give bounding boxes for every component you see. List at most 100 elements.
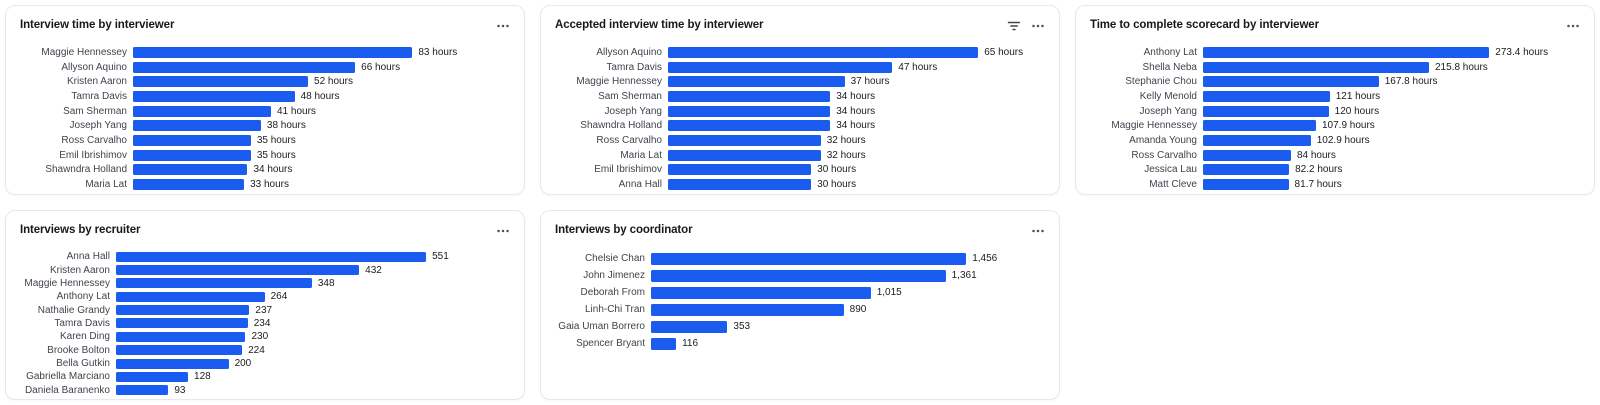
bar[interactable]: [133, 149, 251, 161]
bar-value-label: 890: [849, 304, 867, 315]
bar-track: 432: [116, 265, 510, 276]
bar-track: 128: [116, 371, 510, 382]
bar-value-label: 33 hours: [250, 179, 289, 191]
bar-track: 353: [651, 320, 1045, 333]
card-header: Interviews by coordinator: [555, 223, 1045, 238]
bar-row: Stephanie Chou 167.8 hours: [1090, 74, 1580, 89]
bar-row: Maria Lat 33 hours: [20, 177, 510, 192]
bar-track: 121 hours: [1203, 90, 1580, 102]
bar[interactable]: [116, 385, 169, 396]
bar-row: Allyson Aquino 66 hours: [20, 60, 510, 75]
bar[interactable]: [133, 61, 356, 73]
bar[interactable]: [1203, 46, 1490, 58]
filter-icon[interactable]: [1007, 19, 1021, 33]
bar[interactable]: [116, 358, 229, 369]
bar-row: Shawndra Holland 34 hours: [20, 163, 510, 178]
header-icons: [1007, 19, 1045, 33]
bar[interactable]: [133, 76, 309, 88]
bar-category-label: Anna Hall: [618, 179, 662, 191]
bar[interactable]: [651, 320, 728, 333]
bar[interactable]: [1203, 105, 1329, 117]
bar-value-label: 237: [255, 304, 273, 316]
bar[interactable]: [1203, 149, 1291, 161]
header-icons: [496, 19, 510, 33]
bar-track: 52 hours: [133, 76, 510, 88]
bar[interactable]: [116, 371, 189, 382]
bar-value-label: 273.4 hours: [1495, 46, 1549, 58]
bar[interactable]: [116, 278, 312, 289]
bar-category-label: Anna Hall: [66, 251, 110, 263]
bar-row: Nathalie Grandy 237: [20, 303, 510, 316]
bar[interactable]: [668, 179, 812, 191]
chart-title: Interviews by recruiter: [20, 224, 141, 236]
bar[interactable]: [668, 76, 845, 88]
bar[interactable]: [668, 134, 821, 146]
bar-row: Emil Ibrishimov 35 hours: [20, 148, 510, 163]
bar[interactable]: [668, 90, 831, 102]
bar[interactable]: [116, 318, 248, 329]
bar-value-label: 35 hours: [256, 149, 296, 161]
bar[interactable]: [116, 265, 360, 276]
bar[interactable]: [133, 164, 248, 176]
bar[interactable]: [116, 331, 246, 342]
bar[interactable]: [651, 286, 871, 299]
bar[interactable]: [1203, 76, 1379, 88]
bar[interactable]: [651, 337, 677, 350]
bar[interactable]: [133, 90, 295, 102]
bar[interactable]: [133, 46, 413, 58]
more-menu-icon[interactable]: [496, 19, 510, 33]
more-menu-icon[interactable]: [1031, 224, 1045, 238]
bar[interactable]: [133, 120, 261, 132]
bar[interactable]: [668, 105, 831, 117]
bar[interactable]: [668, 61, 893, 73]
bar-row: Anthony Lat 273.4 hours: [1090, 45, 1580, 60]
bar[interactable]: [1203, 90, 1330, 102]
bar[interactable]: [116, 345, 243, 356]
bar-value-label: 1,361: [951, 270, 977, 281]
bar-row: Tamra Davis 234: [20, 317, 510, 330]
bar-track: 200: [116, 358, 510, 369]
bar[interactable]: [116, 251, 427, 262]
more-menu-icon[interactable]: [496, 224, 510, 238]
bar-category-label: Kristen Aaron: [49, 264, 110, 276]
bar[interactable]: [133, 179, 245, 191]
bar-track: 84 hours: [1203, 149, 1580, 161]
bar-row: Gabriella Marciano 128: [20, 370, 510, 383]
bar[interactable]: [651, 269, 946, 282]
bar[interactable]: [133, 134, 251, 146]
bar[interactable]: [1203, 164, 1290, 176]
bar-track: 34 hours: [668, 120, 1045, 132]
bar[interactable]: [133, 105, 271, 117]
bar-track: 234: [116, 318, 510, 329]
bar-track: 66 hours: [133, 61, 510, 73]
bar-row: Anthony Lat 264: [20, 290, 510, 303]
bar[interactable]: [1203, 61, 1429, 73]
bar-row: Bella Gutkin 200: [20, 357, 510, 370]
bar-value-label: 432: [365, 264, 382, 276]
bar[interactable]: [651, 303, 844, 316]
bar-value-label: 34 hours: [836, 120, 876, 132]
bar[interactable]: [116, 291, 265, 302]
bar-row: Matt Cleve 81.7 hours: [1090, 177, 1580, 192]
bar[interactable]: [668, 46, 979, 58]
bar-row: Jessica Lau 82.2 hours: [1090, 163, 1580, 178]
bar[interactable]: [1203, 179, 1289, 191]
bar[interactable]: [668, 164, 812, 176]
bar-row: Sam Sherman 41 hours: [20, 104, 510, 119]
bar[interactable]: [116, 305, 250, 316]
bar-category-label: Deborah From: [580, 287, 645, 298]
bar-track: 83 hours: [133, 46, 510, 58]
bar-track: 48 hours: [133, 90, 510, 102]
bar-category-label: Linh-Chi Tran: [584, 304, 645, 315]
bar[interactable]: [1203, 134, 1311, 146]
bar-category-label: Amanda Young: [1129, 134, 1197, 146]
bar[interactable]: [668, 149, 821, 161]
bar-row: Brooke Bolton 224: [20, 344, 510, 357]
bar-track: 348: [116, 278, 510, 289]
bar[interactable]: [668, 120, 831, 132]
more-menu-icon[interactable]: [1566, 19, 1580, 33]
bar-category-label: Stephanie Chou: [1125, 76, 1197, 88]
more-menu-icon[interactable]: [1031, 19, 1045, 33]
bar[interactable]: [1203, 120, 1316, 132]
bar[interactable]: [651, 252, 967, 265]
